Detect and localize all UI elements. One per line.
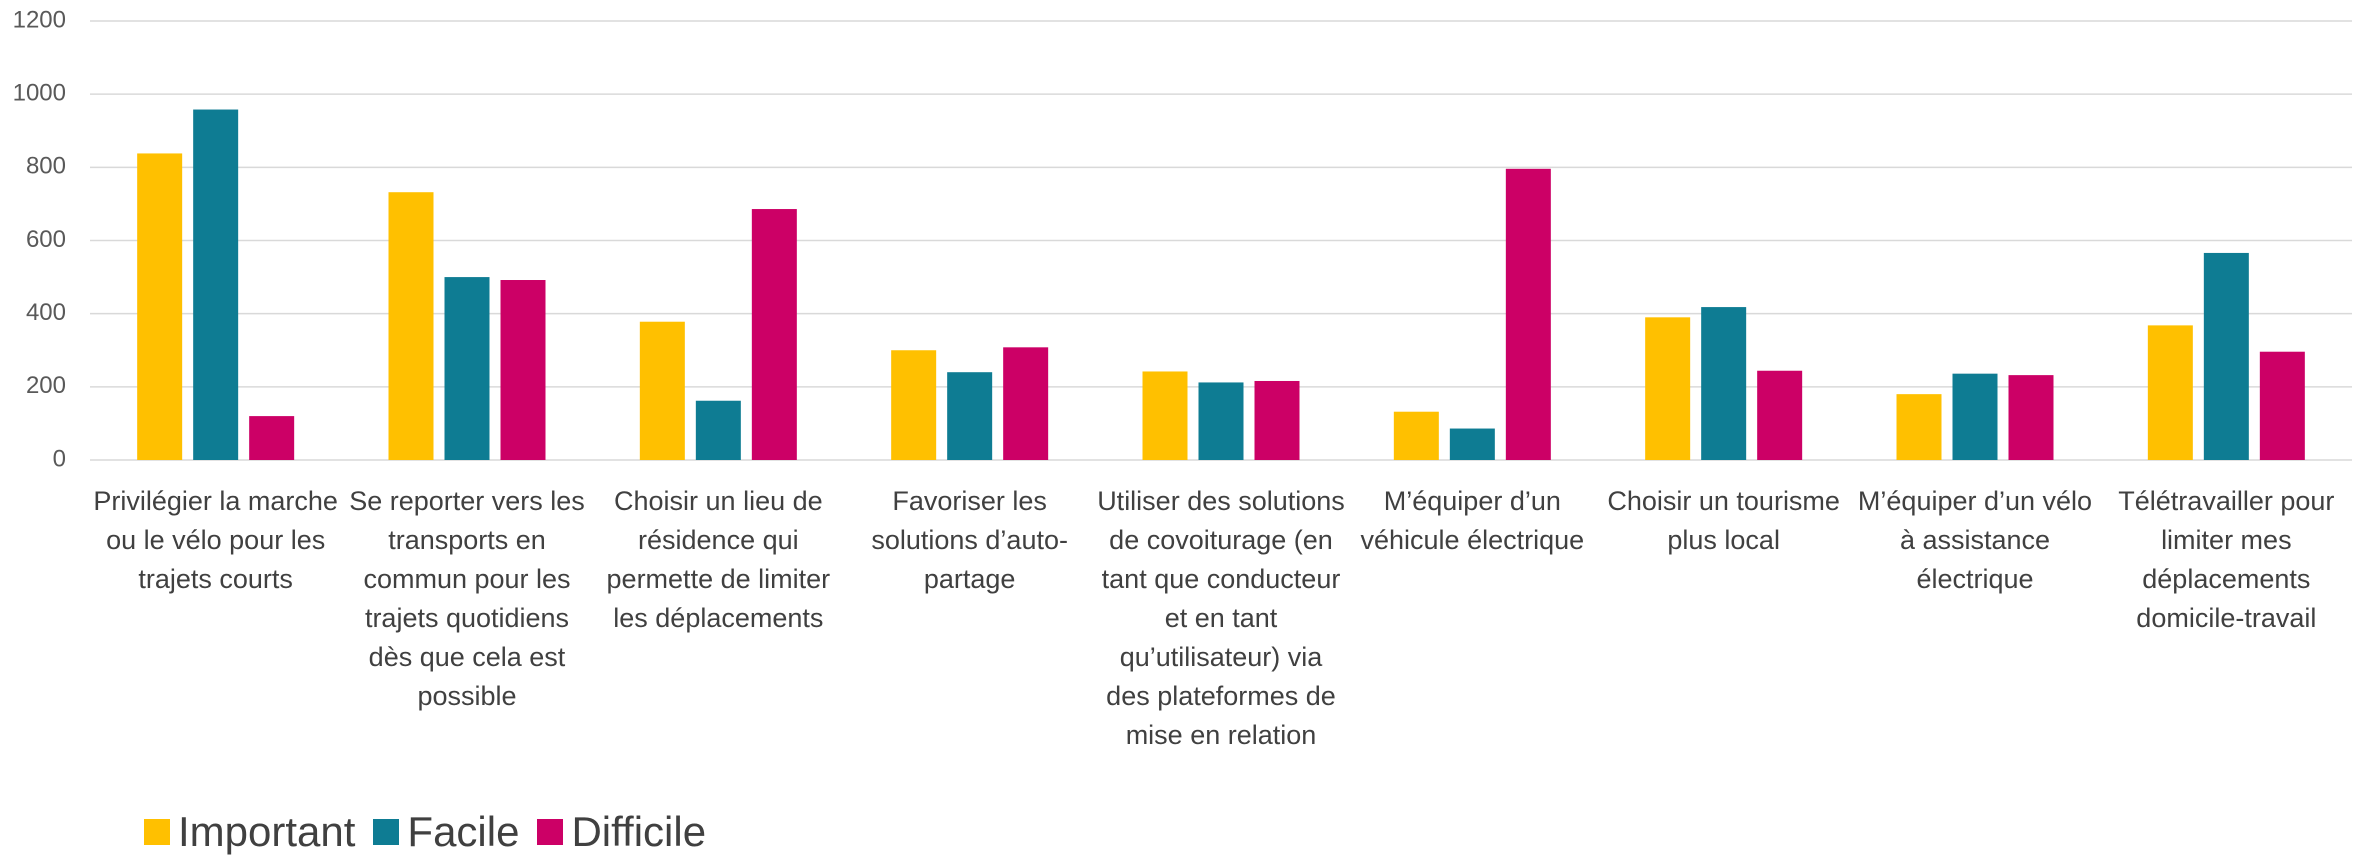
legend-item: Facile <box>373 808 519 856</box>
bar <box>1254 380 1300 460</box>
bar <box>137 153 183 460</box>
y-tick-label: 200 <box>26 372 66 399</box>
legend-swatch <box>144 819 170 845</box>
bar <box>500 280 546 460</box>
bar <box>2147 325 2193 460</box>
legend-item: Important <box>144 808 355 856</box>
legend-label: Facile <box>407 808 520 855</box>
legend-item: Difficile <box>537 808 706 856</box>
bar <box>1198 382 1244 460</box>
x-tick-label: Choisir un tourisme plus local <box>1607 486 1840 555</box>
bar <box>1003 347 1049 460</box>
bar <box>947 372 993 460</box>
bar <box>2008 375 2054 460</box>
bar <box>1393 411 1439 460</box>
bar <box>695 400 741 460</box>
y-tick-label: 600 <box>26 226 66 253</box>
bar <box>1896 394 1942 460</box>
bar <box>1952 373 1998 460</box>
y-tick-label: 1200 <box>13 6 66 33</box>
x-tick-label: M’équiper d’un véhicule électrique <box>1360 486 1585 555</box>
legend-label: Important <box>178 808 356 855</box>
bar <box>1701 307 1747 460</box>
bar <box>1757 370 1803 460</box>
bar <box>2259 351 2305 460</box>
chart: 0 200 400 600 800 1000 1200 <box>13 6 2352 472</box>
x-tick-label: Favoriser les solutions d’auto-partage <box>871 486 1068 594</box>
y-tick-label: 1000 <box>13 80 66 107</box>
bar <box>388 192 434 460</box>
bar <box>1449 428 1495 460</box>
x-tick-label: Se reporter vers les transports en commu… <box>349 486 585 711</box>
bar <box>193 109 239 460</box>
x-tick-label: M’équiper d’un vélo à assistance électri… <box>1857 486 2093 594</box>
legend-swatch <box>373 819 400 845</box>
bar <box>2203 252 2249 460</box>
x-tick-label: Privilégier la marche ou le vélo pour le… <box>93 486 338 594</box>
y-tick-label: 0 <box>53 445 66 472</box>
x-tick-label: Utiliser des solutions de covoiturage (e… <box>1097 486 1345 750</box>
y-tick-label: 400 <box>26 299 66 326</box>
legend: Important Facile Difficile <box>144 808 706 856</box>
bar <box>891 350 937 460</box>
bar <box>1645 317 1691 460</box>
bar <box>249 416 295 460</box>
bar <box>1505 168 1551 460</box>
bar <box>444 277 490 460</box>
bar <box>639 321 685 460</box>
bar <box>1142 371 1188 460</box>
x-tick-label: Choisir un lieu de résidence qui permett… <box>606 486 831 633</box>
legend-swatch <box>537 819 564 845</box>
legend-label: Difficile <box>571 808 707 855</box>
x-tick-label: Télétravailler pour limiter mes déplacem… <box>2118 486 2335 633</box>
bar <box>751 209 797 460</box>
y-tick-label: 800 <box>26 153 66 180</box>
